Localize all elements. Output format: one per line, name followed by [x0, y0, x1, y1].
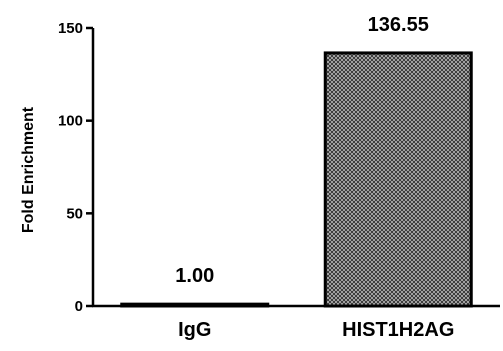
x-category-label: IgG	[178, 319, 211, 341]
y-tick-label: 100	[58, 113, 83, 130]
bar-value-label: 1.00	[175, 265, 214, 287]
bars	[120, 51, 473, 308]
y-tick-label: 0	[75, 298, 83, 315]
y-axis-title: Fold Enrichment	[20, 106, 37, 233]
x-category-label: HIST1H2AG	[342, 319, 454, 341]
bar-hist1h2ag	[323, 51, 473, 308]
y-tick-label: 50	[66, 205, 83, 222]
bar-igg	[120, 302, 270, 308]
y-tick-label: 150	[58, 20, 83, 37]
labels: 0 50 100 150 IgG 1.00 HIST1H2AG 136.55	[58, 14, 454, 341]
bar-value-label: 136.55	[368, 14, 429, 36]
